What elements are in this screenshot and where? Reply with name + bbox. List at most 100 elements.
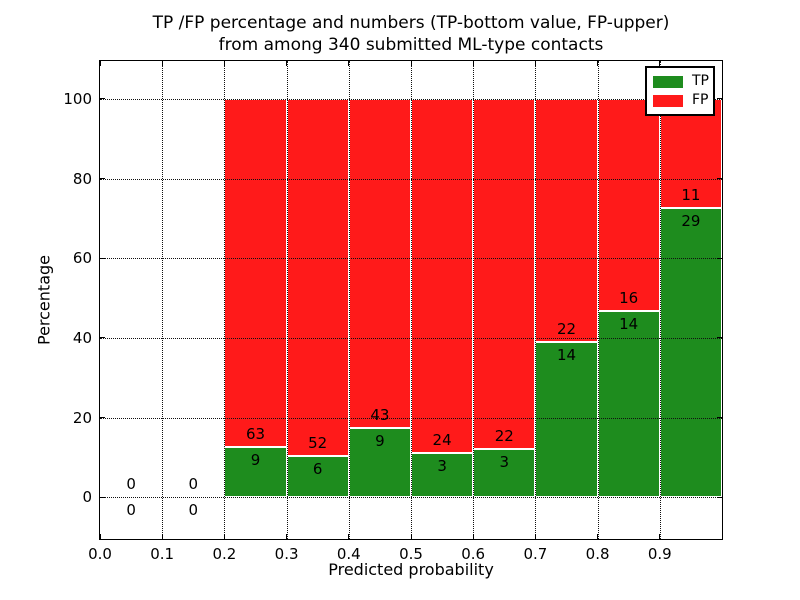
x-tick-top	[286, 61, 288, 66]
x-tick-bottom	[223, 534, 225, 539]
chart-title-line2: from among 340 submitted ML-type contact…	[218, 35, 604, 55]
y-tick-left	[100, 496, 105, 498]
gridline-vertical	[659, 61, 661, 539]
x-tick-label: 0.7	[523, 545, 548, 563]
y-tick-right	[717, 496, 722, 498]
bar-segment-fp	[659, 98, 722, 209]
x-tick-bottom	[597, 534, 599, 539]
bar-segment-fp	[473, 98, 536, 450]
legend-entry-fp: FP	[653, 91, 709, 110]
x-tick-top	[99, 61, 101, 66]
y-tick-label: 60	[72, 249, 92, 268]
x-tick-top	[597, 61, 599, 66]
gridline-vertical	[286, 61, 288, 539]
bar-annotation-fp: 22	[556, 320, 577, 339]
bar-annotation-fp: 24	[432, 430, 452, 449]
bar-annotation-tp: 9	[375, 432, 385, 451]
gridline-vertical	[224, 61, 226, 539]
x-tick-label: 0.2	[212, 545, 237, 563]
x-tick-bottom	[161, 534, 163, 539]
bar-annotation-tp: 9	[250, 451, 261, 470]
y-tick-label: 20	[72, 408, 92, 427]
plot-area: 0 0 0 0 63 9 52 6 43 9 24 3 22 3 22 14 16 14 11 29	[99, 60, 723, 540]
x-tick-top	[659, 61, 661, 66]
y-tick-label: 40	[72, 328, 92, 347]
bar-annotation-tp: 0	[126, 501, 136, 520]
x-tick-top	[472, 61, 474, 66]
legend-label-fp: FP	[692, 92, 709, 108]
bar-segment-fp	[597, 98, 660, 312]
x-tick-bottom	[286, 534, 288, 539]
legend-label-tp: TP	[692, 73, 709, 89]
y-tick-right	[717, 337, 722, 339]
gridline-vertical	[597, 61, 599, 539]
bar-annotation-tp: 0	[188, 501, 199, 520]
x-tick-top	[223, 61, 225, 66]
gridline-vertical	[348, 61, 350, 539]
chart-title-line1: TP /FP percentage and numbers (TP-bottom…	[152, 13, 670, 33]
legend-entry-tp: TP	[653, 72, 709, 91]
y-tick-left	[100, 417, 105, 418]
bar-segment-fp	[411, 98, 474, 453]
y-tick-right	[717, 178, 722, 179]
bar-annotation-fp: 52	[308, 433, 328, 452]
y-tick-right	[717, 257, 722, 259]
x-tick-top	[348, 61, 350, 66]
x-tick-bottom	[472, 534, 474, 539]
x-tick-bottom	[410, 534, 412, 539]
chart-title: TP /FP percentage and numbers (TP-bottom…	[100, 12, 722, 56]
x-tick-bottom	[348, 534, 350, 539]
bar-annotation-tp: 6	[312, 459, 323, 478]
x-tick-top	[161, 61, 163, 66]
y-tick-label: 80	[72, 169, 92, 188]
x-tick-label: 0.6	[461, 545, 486, 563]
x-tick-top	[534, 61, 536, 66]
bar-annotation-fp: 63	[245, 425, 266, 444]
bar-annotation-tp: 3	[437, 456, 447, 475]
gridline-vertical	[535, 61, 537, 539]
bar-annotation-tp: 14	[556, 346, 577, 365]
bar-annotation-tp: 29	[681, 212, 701, 231]
x-tick-bottom	[99, 534, 101, 539]
legend-swatch-fp	[653, 94, 683, 107]
bar-segment-tp	[224, 447, 287, 498]
y-tick-left	[100, 257, 105, 259]
gridline-vertical	[162, 61, 164, 539]
bar-segment-fp	[286, 98, 349, 456]
legend: TP FP	[645, 66, 715, 116]
x-tick-label: 0.9	[647, 545, 672, 563]
x-tick-label: 0.3	[274, 545, 299, 563]
gridline-vertical	[411, 61, 412, 539]
y-tick-label: 100	[63, 89, 92, 108]
bar-segment-tp	[659, 208, 722, 498]
y-tick-label: 0	[82, 488, 92, 507]
bar-annotation-tp: 14	[619, 315, 639, 334]
x-tick-top	[410, 61, 412, 66]
x-tick-label: 0.1	[150, 545, 175, 563]
x-tick-label: 0.8	[585, 545, 610, 563]
bar-segment-tp	[348, 428, 411, 498]
x-tick-bottom	[534, 534, 536, 539]
bar-segment-tp	[597, 311, 660, 498]
bar-annotation-fp: 16	[619, 289, 639, 308]
y-tick-left	[100, 337, 105, 339]
y-tick-left	[100, 178, 105, 179]
bar-segment-fp	[224, 98, 287, 448]
y-tick-right	[717, 98, 722, 100]
bar-annotation-fp: 0	[126, 475, 136, 494]
bar-annotation-fp: 43	[370, 406, 390, 425]
bar-annotation-fp: 0	[188, 475, 199, 494]
x-tick-label: 0.0	[88, 545, 112, 563]
bar-segment-tp	[411, 452, 474, 498]
bar-segment-tp	[535, 342, 598, 498]
x-axis-label: Predicted probability	[328, 560, 494, 579]
bar-annotation-tp: 3	[499, 453, 510, 472]
bar-annotation-fp: 22	[494, 427, 514, 446]
legend-swatch-tp	[653, 75, 683, 88]
bar-segment-fp	[535, 98, 598, 343]
x-tick-bottom	[659, 534, 661, 539]
bar-annotation-fp: 11	[681, 186, 701, 205]
x-tick-label: 0.5	[399, 545, 423, 563]
gridline-vertical	[473, 61, 475, 539]
